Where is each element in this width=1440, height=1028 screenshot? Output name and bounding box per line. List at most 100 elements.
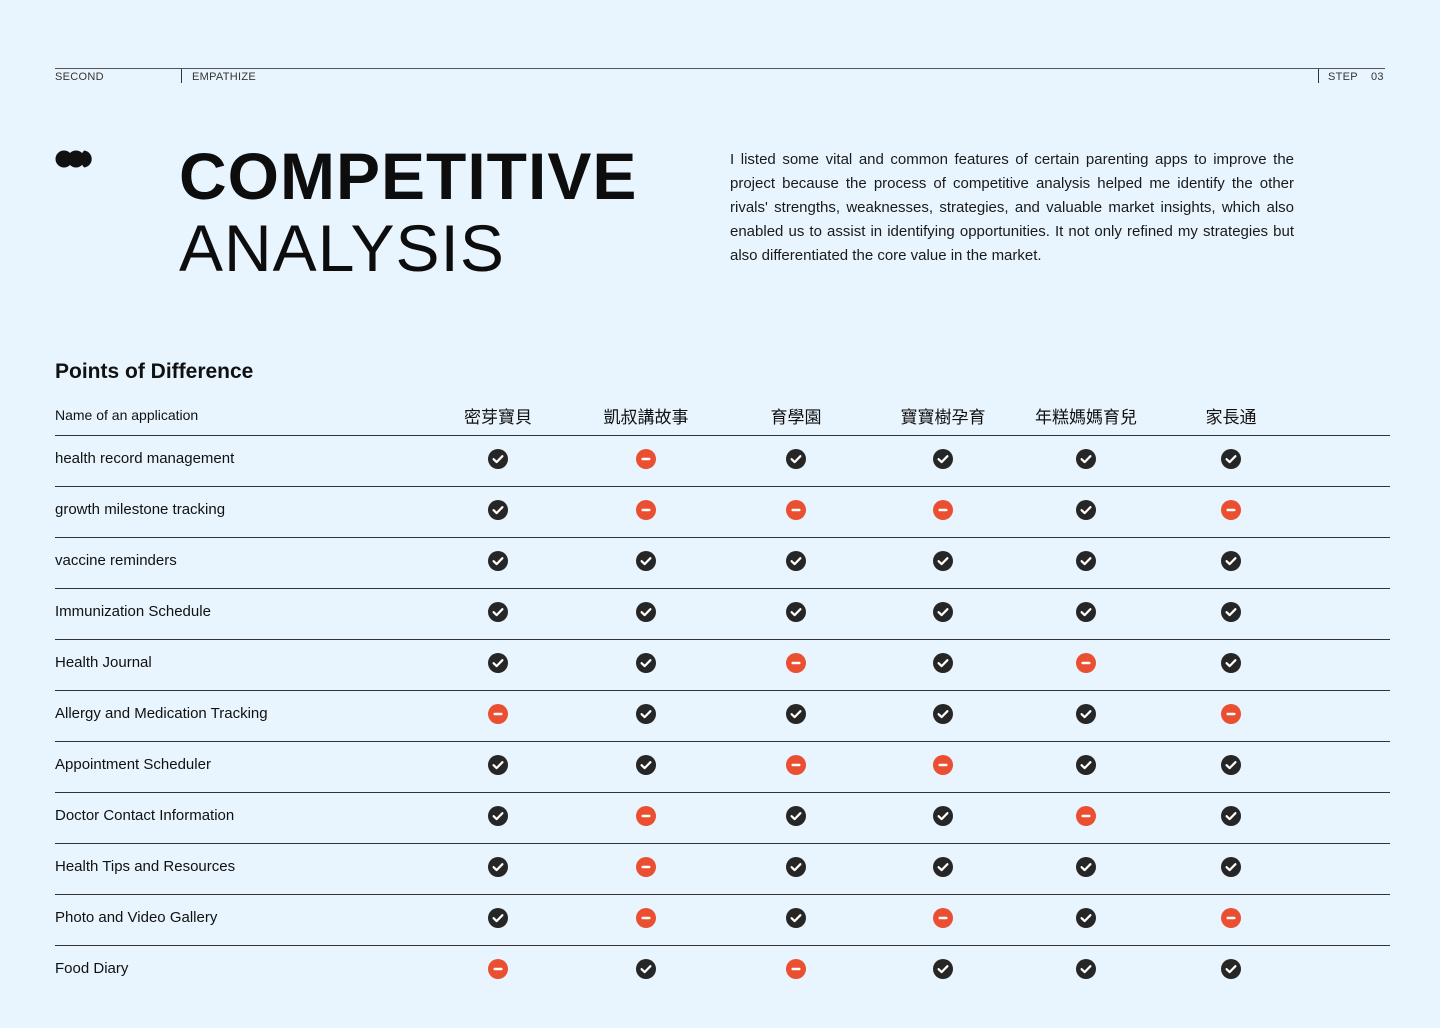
minus-circle-icon [488,959,508,979]
minus-circle-icon [488,704,508,724]
check-circle-icon [1221,755,1241,775]
comparison-table: Name of an application 密芽寶貝 凱叔講故事 育學園 寶寶樹孕育… [55,397,1390,996]
check-circle-icon [1221,449,1241,469]
minus-circle-icon [1221,908,1241,928]
check-circle-icon [636,704,656,724]
minus-circle-icon [786,653,806,673]
app-column-header: 寶寶樹孕育 [900,408,986,428]
table-row: Doctor Contact Information [55,793,1390,844]
check-circle-icon [933,704,953,724]
check-circle-icon [488,653,508,673]
check-circle-icon [933,551,953,571]
minus-circle-icon [786,755,806,775]
page-title-line-2: ANALYSIS [179,211,505,285]
minus-circle-icon [786,500,806,520]
step-number: 03 [1371,71,1384,83]
check-circle-icon [933,806,953,826]
minus-circle-icon [1076,806,1096,826]
check-circle-icon [488,500,508,520]
minus-circle-icon [636,857,656,877]
feature-label: Health Journal [55,654,152,671]
check-circle-icon [933,449,953,469]
feature-label: Doctor Contact Information [55,807,235,824]
feature-label: Food Diary [55,960,129,977]
check-circle-icon [488,806,508,826]
step-label: STEP [1328,71,1358,83]
check-circle-icon [1076,449,1096,469]
check-circle-icon [1076,959,1096,979]
table-row: Immunization Schedule [55,589,1390,640]
check-circle-icon [488,449,508,469]
feature-label: Immunization Schedule [55,603,211,620]
minus-circle-icon [1076,653,1096,673]
check-circle-icon [786,704,806,724]
check-circle-icon [1221,653,1241,673]
feature-label: vaccine reminders [55,552,177,569]
check-circle-icon [786,806,806,826]
check-circle-icon [488,908,508,928]
feature-label: Health Tips and Resources [55,858,236,875]
table-row: Appointment Scheduler [55,742,1390,793]
minus-circle-icon [1221,704,1241,724]
phase-label: EMPATHIZE [192,71,257,83]
header-divider [181,69,182,83]
minus-circle-icon [933,500,953,520]
table-header-row: Name of an application 密芽寶貝 凱叔講故事 育學園 寶寶樹孕育… [55,397,1390,436]
feature-label: growth milestone tracking [55,501,226,518]
minus-circle-icon [933,908,953,928]
app-column-header: 年糕媽媽育兒 [1035,408,1137,428]
check-circle-icon [636,653,656,673]
check-circle-icon [933,653,953,673]
check-circle-icon [488,857,508,877]
feature-label: Appointment Scheduler [55,756,211,773]
feature-label: Allergy and Medication Tracking [55,705,268,722]
check-circle-icon [1221,551,1241,571]
table-row: vaccine reminders [55,538,1390,589]
check-circle-icon [636,755,656,775]
page-title-line-1: COMPETITIVE [179,139,638,213]
app-column-header: 家長通 [1205,408,1257,428]
check-circle-icon [786,551,806,571]
check-circle-icon [786,857,806,877]
check-circle-icon [1221,602,1241,622]
table-row: Health Journal [55,640,1390,691]
check-circle-icon [636,551,656,571]
table-row: Allergy and Medication Tracking [55,691,1390,742]
check-circle-icon [1076,857,1096,877]
table-row: Food Diary [55,946,1390,996]
check-circle-icon [1221,806,1241,826]
minus-circle-icon [786,959,806,979]
minus-circle-icon [636,908,656,928]
check-circle-icon [1076,602,1096,622]
name-column-header: Name of an application [55,407,199,423]
minus-circle-icon [636,806,656,826]
app-column-header: 凱叔講故事 [603,408,689,428]
intro-paragraph: I listed some vital and common features … [730,151,1294,264]
check-circle-icon [933,959,953,979]
section-number-label: SECOND [55,71,104,83]
check-circle-icon [1076,908,1096,928]
check-circle-icon [933,602,953,622]
minus-circle-icon [1221,500,1241,520]
minus-circle-icon [636,449,656,469]
header-rule [55,68,1385,69]
minus-circle-icon [933,755,953,775]
check-circle-icon [488,551,508,571]
check-circle-icon [1076,755,1096,775]
check-circle-icon [1221,959,1241,979]
three-dots-logo-icon [55,150,97,168]
header-divider [1318,69,1319,83]
minus-circle-icon [636,500,656,520]
check-circle-icon [786,602,806,622]
table-row: Health Tips and Resources [55,844,1390,895]
app-column-header: 育學園 [770,408,822,428]
app-column-header: 密芽寶貝 [464,408,532,428]
check-circle-icon [1076,500,1096,520]
table-row: Photo and Video Gallery [55,895,1390,946]
check-circle-icon [1076,704,1096,724]
check-circle-icon [1076,551,1096,571]
check-circle-icon [488,602,508,622]
check-circle-icon [1221,857,1241,877]
check-circle-icon [488,755,508,775]
check-circle-icon [636,602,656,622]
